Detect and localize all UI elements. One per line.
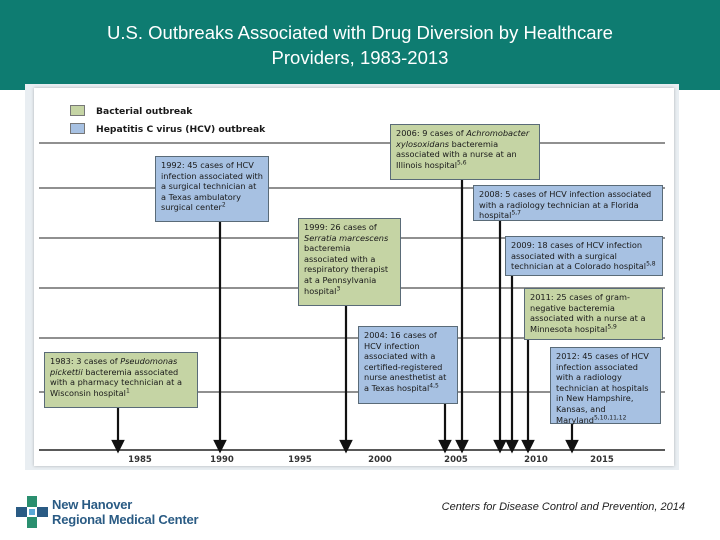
legend-label-bacterial: Bacterial outbreak [96, 106, 193, 117]
axis-year-label: 1995 [288, 455, 312, 465]
event-box-1992: 1992: 45 cases of HCV infection associat… [155, 156, 269, 222]
event-box-1983: 1983: 3 cases of Pseudomonas pickettii b… [44, 352, 198, 408]
event-box-2008: 2008: 5 cases of HCV infection associate… [473, 185, 663, 221]
source-credit: Centers for Disease Control and Preventi… [441, 501, 685, 513]
event-box-1999: 1999: 26 cases of Serratia marcescens ba… [298, 218, 401, 306]
axis-year-label: 2000 [368, 455, 392, 465]
axis-year-label: 2010 [524, 455, 548, 465]
legend-swatch-hcv [70, 123, 85, 134]
logo-line1: New Hanover [52, 497, 133, 512]
event-box-2012: 2012: 45 cases of HCV infection associat… [550, 347, 661, 425]
axis-year-label: 1985 [128, 455, 152, 465]
slide-title: U.S. Outbreaks Associated with Drug Dive… [20, 20, 700, 70]
axis-year-label: 1990 [210, 455, 234, 465]
axis-year-label: 2015 [590, 455, 614, 465]
event-box-2004: 2004: 16 cases of HCV infection associat… [358, 326, 458, 404]
legend-label-hcv: Hepatitis C virus (HCV) outbreak [96, 124, 266, 135]
event-box-2009: 2009: 18 cases of HCV infection associat… [505, 236, 663, 276]
hospital-logo-text: New Hanover Regional Medical Center [52, 497, 199, 527]
legend-swatch-bacterial [70, 105, 85, 116]
event-box-2006: 2006: 9 cases of Achromobacter xylosoxid… [390, 124, 540, 180]
event-box-2011: 2011: 25 cases of gram-negative bacterem… [524, 288, 663, 340]
slide-title-line1: U.S. Outbreaks Associated with Drug Dive… [107, 22, 613, 43]
axis-year-label: 2005 [444, 455, 468, 465]
slide-title-line2: Providers, 1983-2013 [271, 47, 449, 68]
title-bar: U.S. Outbreaks Associated with Drug Dive… [0, 0, 720, 90]
logo-line2: Regional Medical Center [52, 512, 199, 527]
hospital-logo-icon [16, 496, 48, 528]
